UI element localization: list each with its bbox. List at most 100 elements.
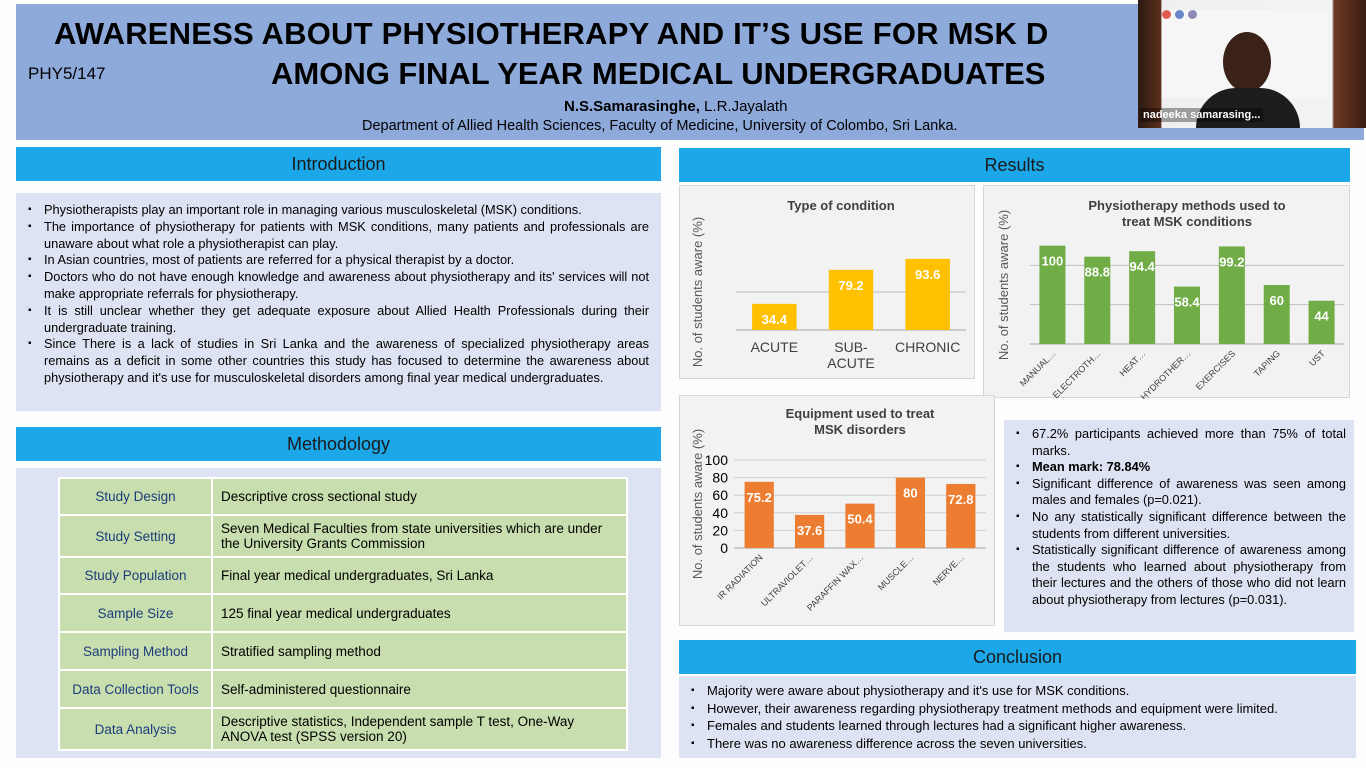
chart-bar — [1218, 246, 1245, 344]
result-item: Statistically significant difference of … — [1016, 542, 1346, 608]
chart-data-label: 80 — [903, 486, 917, 501]
result-item: Significant difference of awareness was … — [1016, 476, 1346, 509]
intro-item: Since There is a lack of studies in Sri … — [28, 336, 649, 386]
chart-data-label: 100 — [1042, 254, 1064, 269]
chart-category-label: EXERCISES — [1194, 348, 1238, 392]
chart-category-label: IR RADIATION — [715, 552, 764, 601]
chart-category-label: MUSCLE… — [876, 552, 916, 592]
chart-data-label: 50.4 — [847, 512, 873, 527]
chart-bar — [1263, 285, 1290, 344]
chart-ylabel: No. of students aware (%) — [996, 210, 1011, 360]
methodology-heading: Methodology — [16, 427, 661, 461]
poster-title-line1: AWARENESS ABOUT PHYSIOTHERAPY AND IT’S U… — [54, 16, 1049, 51]
method-value: Descriptive statistics, Independent samp… — [211, 707, 628, 751]
intro-item: Doctors who do not have enough knowledge… — [28, 269, 649, 303]
chart-title: MSK disorders — [814, 422, 906, 437]
chart-title: Type of condition — [787, 198, 894, 213]
chart-tick-label: 20 — [712, 522, 728, 538]
table-row: Study Design Descriptive cross sectional … — [58, 477, 628, 516]
chart-data-label: 72.8 — [948, 492, 973, 507]
intro-item: The importance of physiotherapy for pati… — [28, 219, 649, 253]
chart-title: Equipment used to treat — [786, 406, 935, 421]
chart-tick-label: 100 — [705, 452, 729, 468]
result-mean-mark: Mean mark: 78.84% — [1032, 459, 1151, 475]
poster-title-line2: AMONG FINAL YEAR MEDICAL UNDERGRADUATES — [271, 56, 1046, 91]
conclusion-panel: Majority were aware about physiotherapy … — [679, 676, 1356, 758]
chart-ylabel: No. of students aware (%) — [690, 429, 705, 579]
method-key: Study Population — [58, 556, 213, 595]
chart-tick-label: 0 — [720, 540, 728, 556]
chart-bar — [895, 477, 926, 548]
chart-tick-label: 60 — [712, 487, 728, 503]
method-value: Stratified sampling method — [211, 631, 628, 671]
chart-bar — [744, 481, 774, 548]
chart-bar — [905, 258, 950, 330]
table-row: Data Analysis Descriptive statistics, Ind… — [58, 707, 628, 751]
chart-bar — [794, 514, 825, 548]
mic-icon[interactable] — [1162, 10, 1171, 19]
chart-bar — [1084, 256, 1111, 344]
chart-category-label: PARAFFIN WAX… — [805, 552, 865, 612]
chart-bar — [1129, 251, 1156, 344]
table-row: Sampling Method Stratified sampling metho… — [58, 631, 628, 671]
method-value: 125 final year medical undergraduates — [211, 593, 628, 633]
result-item: 67.2% participants achieved more than 75… — [1016, 426, 1346, 459]
results-list: 67.2% participants achieved more than 75… — [1004, 426, 1354, 609]
chart-category-label: ACUTE — [827, 355, 874, 371]
conclusion-heading: Conclusion — [679, 640, 1356, 674]
chart-data-label: 94.4 — [1129, 259, 1155, 274]
chart-data-label: 34.4 — [762, 312, 788, 327]
chart-title: Physiotherapy methods used to — [1088, 198, 1285, 213]
method-key: Study Design — [58, 477, 213, 516]
participant-body — [1196, 88, 1300, 128]
conclusion-item: Majority were aware about physiotherapy … — [691, 682, 1346, 700]
chart-category-label: HEAT… — [1118, 348, 1148, 378]
chart-data-label: 37.6 — [797, 523, 822, 538]
chart-category-label: NERVE… — [931, 552, 966, 587]
chart-category-label: MANUAL… — [1018, 348, 1058, 388]
table-row: Study Population Final year medical under… — [58, 556, 628, 595]
introduction-heading: Introduction — [16, 147, 661, 181]
intro-item: Physiotherapists play an important role … — [28, 202, 649, 219]
methodology-table: Study Design Descriptive cross sectional … — [58, 477, 628, 751]
table-row: Sample Size 125 final year medical underg… — [58, 593, 628, 633]
conclusion-item: However, their awareness regarding physi… — [691, 700, 1346, 718]
chart-bar — [845, 503, 875, 548]
chart-equipment: Equipment used to treat MSK disorders No. … — [679, 395, 995, 626]
method-key: Study Setting — [58, 514, 213, 558]
pin-icon[interactable] — [1188, 10, 1197, 19]
method-key: Data Collection Tools — [58, 669, 213, 709]
poster-department: Department of Allied Health Sciences, Fa… — [362, 118, 958, 134]
conclusion-item: Females and students learned through lec… — [691, 717, 1346, 735]
result-item: No any statistically significant differe… — [1016, 509, 1346, 542]
chart-ylabel: No. of students aware (%) — [690, 217, 705, 367]
chart-data-label: 88.8 — [1085, 265, 1110, 280]
introduction-list: Physiotherapists play an important role … — [16, 202, 661, 387]
chart-data-label: 99.2 — [1219, 254, 1244, 269]
chart-data-label: 60 — [1269, 293, 1283, 308]
chart-bar — [828, 269, 874, 330]
table-row: Study Setting Seven Medical Faculties fro… — [58, 514, 628, 558]
conclusion-list: Majority were aware about physiotherapy … — [679, 682, 1356, 752]
chart-category-label: ELECTROTH… — [1051, 348, 1103, 399]
results-heading: Results — [679, 148, 1350, 182]
camera-icon[interactable] — [1175, 10, 1184, 19]
chart-data-label: 44 — [1314, 309, 1329, 324]
intro-item: It is still unclear whether they get ade… — [28, 303, 649, 337]
chart-type-of-condition-svg: Type of condition No. of students aware (… — [690, 198, 966, 371]
method-value: Descriptive cross sectional study — [211, 477, 628, 516]
chart-tick-label: 80 — [712, 470, 728, 486]
chart-bar — [1173, 286, 1201, 344]
intro-item: In Asian countries, most of patients are… — [28, 252, 649, 269]
chart-data-label: 75.2 — [747, 490, 772, 505]
participant-name: nadeeka samarasing... — [1140, 108, 1264, 122]
poster-code: PHY5/147 — [28, 64, 106, 83]
chart-type-of-condition: Type of condition No. of students aware (… — [679, 185, 975, 379]
conclusion-item: There was no awareness difference across… — [691, 735, 1346, 753]
poster-authors: N.S.Samarasinghe, L.R.Jayalath — [564, 98, 787, 115]
method-value: Seven Medical Faculties from state unive… — [211, 514, 628, 558]
table-row: Data Collection Tools Self-administered q… — [58, 669, 628, 709]
chart-title: treat MSK conditions — [1122, 214, 1252, 229]
chart-bar — [1308, 300, 1335, 344]
participant-video-tile[interactable]: nadeeka samarasing... — [1138, 0, 1366, 128]
